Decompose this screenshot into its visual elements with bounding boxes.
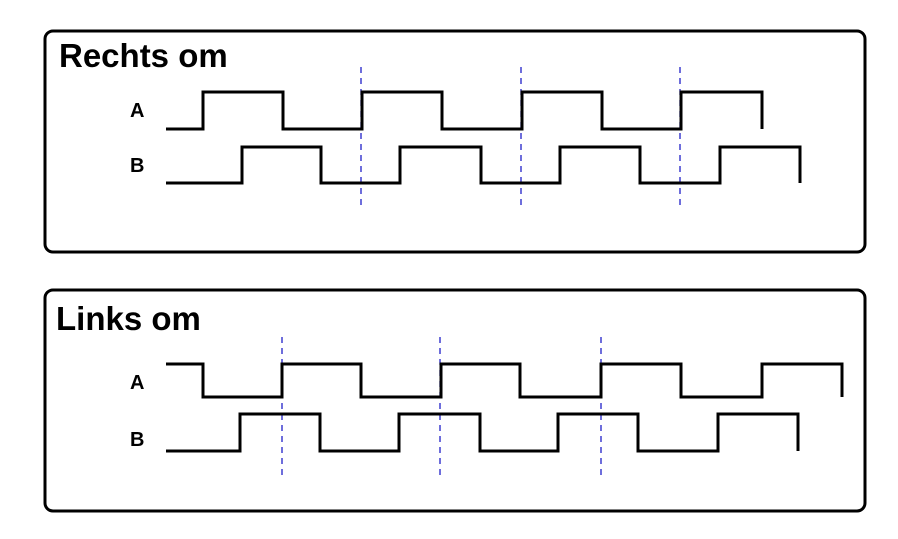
marker-lines bbox=[360, 67, 681, 207]
waveform-a bbox=[166, 90, 764, 131]
signal-label-a: A bbox=[130, 100, 144, 122]
panel-frame bbox=[43, 29, 867, 254]
signal-label-a: A bbox=[130, 372, 144, 394]
panel-frame bbox=[43, 288, 867, 513]
panel-title: Rechts om bbox=[59, 37, 228, 74]
waveform-b bbox=[166, 145, 802, 185]
panel-title: Links om bbox=[56, 300, 201, 337]
marker-lines bbox=[281, 337, 602, 475]
panel-rechts-om: Rechts om A B bbox=[43, 29, 867, 254]
signal-label-b: B bbox=[130, 429, 144, 451]
panel-links-om: Links om A B bbox=[43, 288, 867, 513]
waveform-b bbox=[166, 412, 800, 453]
waveform-a bbox=[166, 362, 844, 399]
signal-label-b: B bbox=[130, 155, 144, 177]
